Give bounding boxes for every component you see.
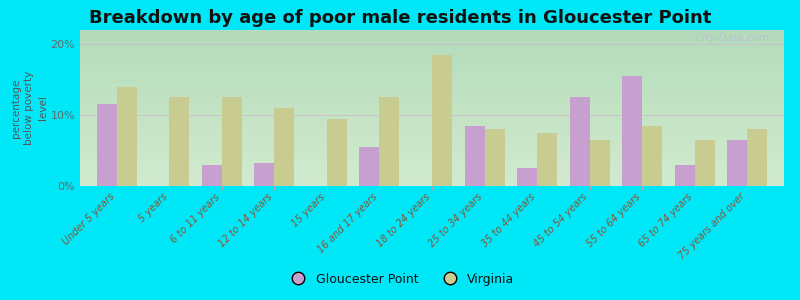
Bar: [465, 126, 485, 186]
Text: Breakdown by age of poor male residents in Gloucester Point: Breakdown by age of poor male residents …: [89, 9, 711, 27]
Bar: [590, 140, 610, 186]
Bar: [517, 168, 537, 186]
Bar: [97, 104, 117, 186]
Text: City-Data.com: City-Data.com: [696, 33, 770, 43]
Bar: [117, 87, 137, 186]
Y-axis label: percentage
below poverty
level: percentage below poverty level: [11, 71, 48, 145]
Bar: [254, 163, 274, 186]
Bar: [747, 129, 767, 186]
Bar: [170, 98, 190, 186]
Bar: [359, 147, 379, 186]
Bar: [674, 165, 694, 186]
Bar: [570, 98, 590, 186]
Bar: [222, 98, 242, 186]
Bar: [694, 140, 714, 186]
Bar: [379, 98, 399, 186]
Bar: [274, 108, 294, 186]
Bar: [622, 76, 642, 186]
Bar: [202, 165, 222, 186]
Bar: [432, 55, 452, 186]
Legend: Gloucester Point, Virginia: Gloucester Point, Virginia: [281, 268, 519, 291]
Bar: [642, 126, 662, 186]
Bar: [537, 133, 557, 186]
Bar: [727, 140, 747, 186]
Bar: [327, 118, 347, 186]
Bar: [485, 129, 505, 186]
